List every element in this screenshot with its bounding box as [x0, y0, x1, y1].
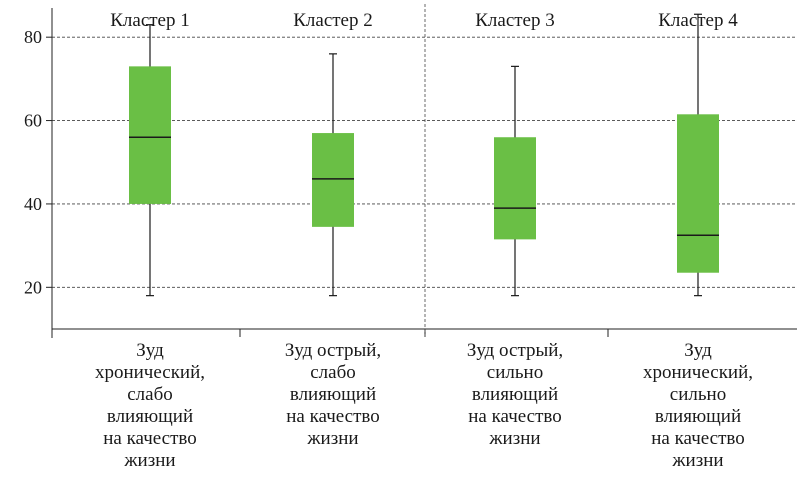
category-label-1-line-1: Зуд [136, 340, 164, 361]
category-label-2-line-5: жизни [306, 428, 358, 449]
category-label-2-line-4: на качество [286, 406, 380, 427]
y-tick-label-80: 80 [24, 27, 42, 47]
category-label-1-line-2: хронический, [95, 362, 205, 383]
category-label-4-line-5: на качество [651, 428, 745, 449]
box-3 [494, 137, 536, 240]
cluster-title-3: Кластер 3 [475, 10, 555, 31]
category-label-2-line-1: Зуд острый, [285, 340, 381, 361]
category-label-3-line-5: жизни [488, 428, 540, 449]
cluster-title-4: Кластер 4 [658, 10, 738, 31]
category-label-3-line-4: на качество [468, 406, 562, 427]
category-label-1-line-6: жизни [123, 450, 175, 471]
category-label-1-line-4: влияющий [107, 406, 193, 427]
box-1 [129, 66, 171, 204]
category-label-4-line-2: хронический, [643, 362, 753, 383]
y-tick-label-60: 60 [24, 111, 42, 131]
cluster-title-1: Кластер 1 [110, 10, 190, 31]
category-label-1-line-3: слабо [127, 384, 173, 405]
category-label-4-line-1: Зуд [684, 340, 712, 361]
category-label-2-line-2: слабо [310, 362, 356, 383]
category-label-4-line-3: сильно [670, 384, 726, 405]
category-label-3-line-2: сильно [487, 362, 543, 383]
category-label-2-line-3: влияющий [290, 384, 376, 405]
y-tick-label-40: 40 [24, 194, 42, 214]
category-label-3-line-3: влияющий [472, 384, 558, 405]
cluster-title-2: Кластер 2 [293, 10, 373, 31]
box-4 [677, 114, 719, 273]
y-tick-label-20: 20 [24, 277, 42, 297]
category-label-4-line-6: жизни [671, 450, 723, 471]
box-2 [312, 133, 354, 227]
category-label-3-line-1: Зуд острый, [467, 340, 563, 361]
category-label-1-line-5: на качество [103, 428, 197, 449]
category-label-4-line-4: влияющий [655, 406, 741, 427]
